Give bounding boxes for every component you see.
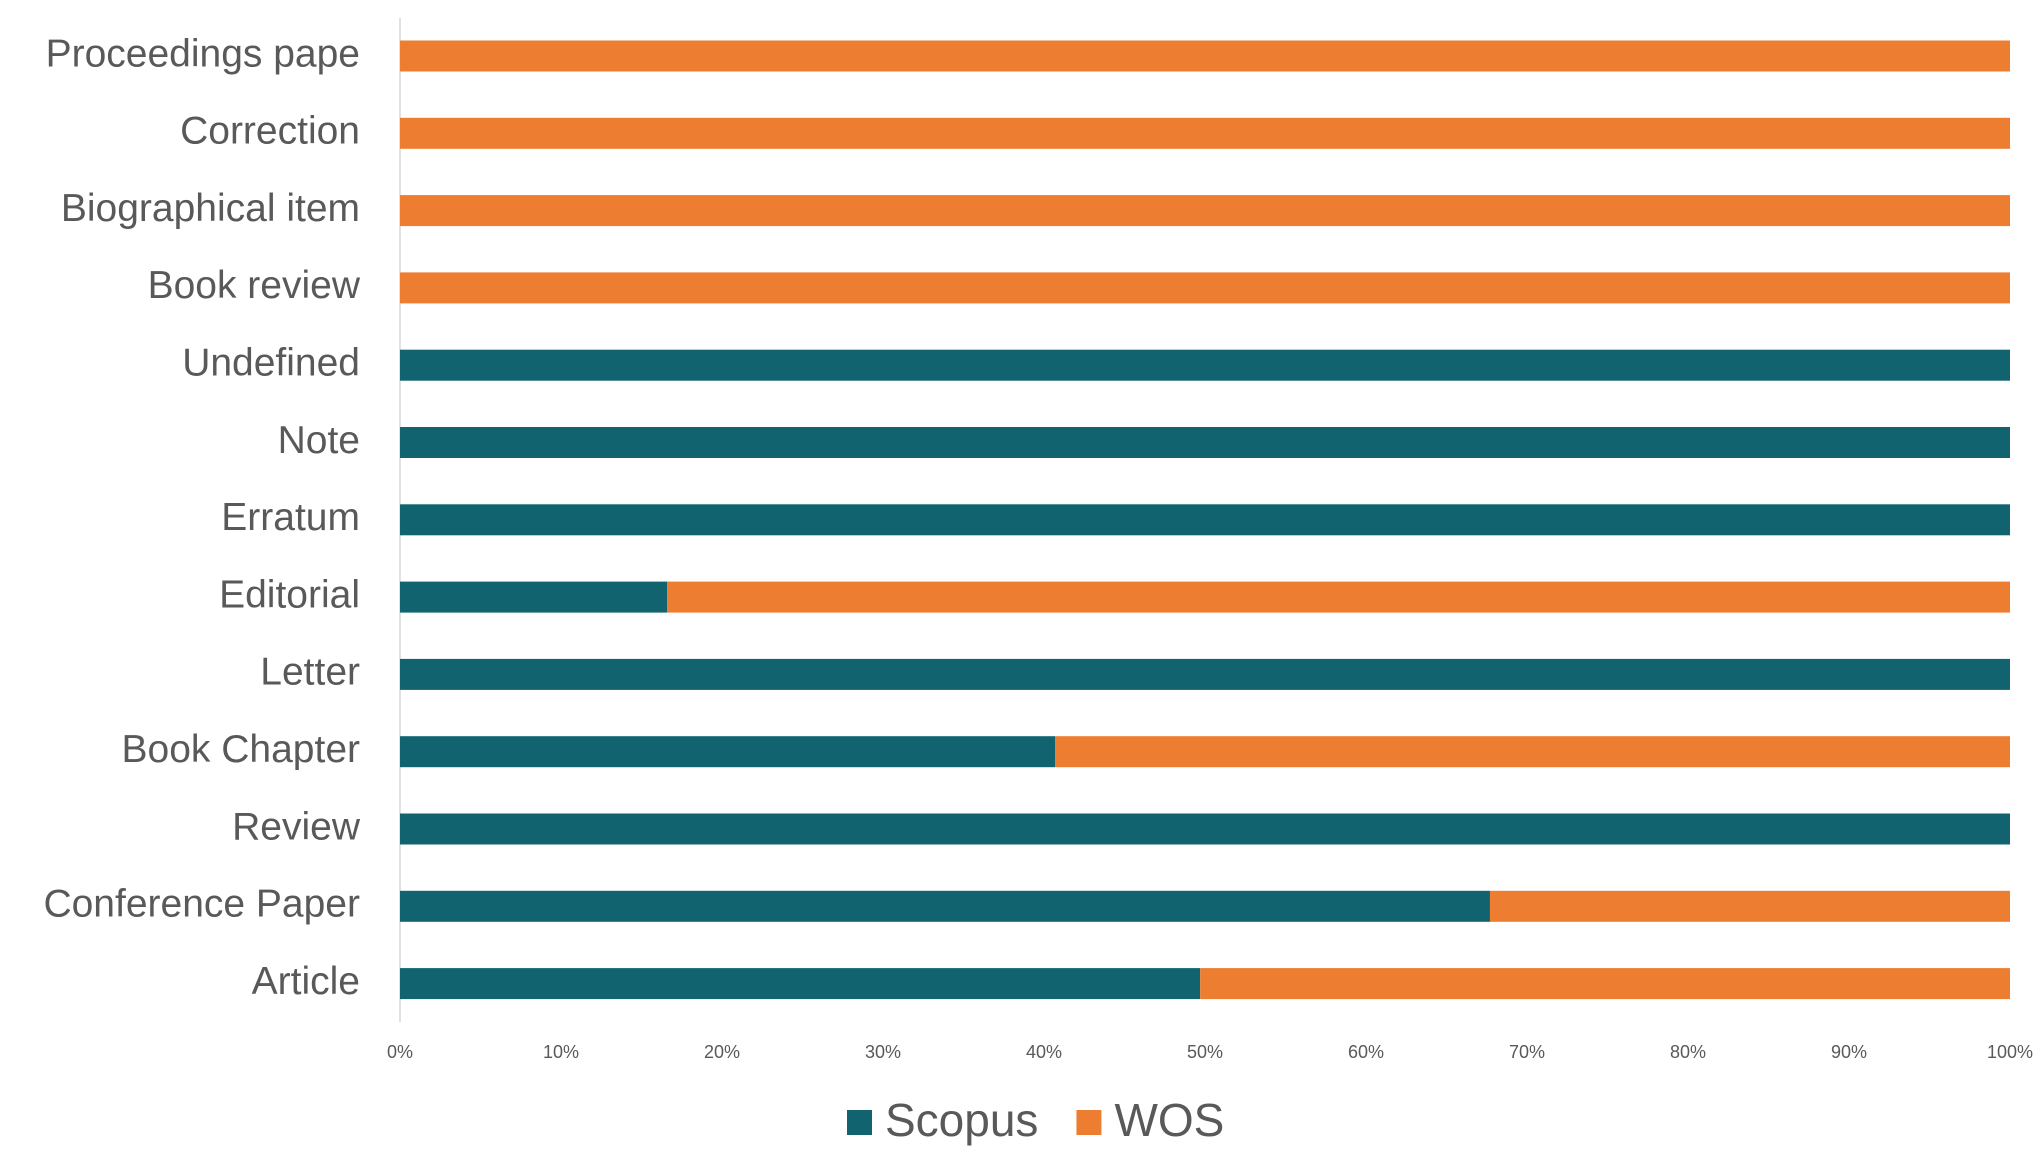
bar-segment: [400, 813, 2010, 845]
x-tick-label: 70%: [1509, 1042, 1545, 1062]
bar-segment: [1200, 968, 2010, 1000]
legend-swatch: [847, 1110, 872, 1135]
category-label: Erratum: [221, 496, 360, 539]
bar-segment: [400, 272, 2010, 304]
category-label: Conference Paper: [43, 883, 360, 926]
bar-segment: [667, 581, 2010, 613]
bar-segment: [400, 427, 2010, 458]
category-label: Article: [252, 960, 360, 1003]
bar-segment: [400, 968, 1201, 1000]
category-label: Note: [278, 419, 360, 462]
x-tick-label: 80%: [1670, 1042, 1706, 1062]
x-tick-label: 40%: [1026, 1042, 1062, 1062]
bar-segment: [400, 658, 2010, 690]
bar-segment: [400, 736, 1056, 768]
x-tick-label: 0%: [387, 1042, 413, 1062]
x-tick-label: 10%: [543, 1042, 579, 1062]
x-tick-label: 60%: [1348, 1042, 1384, 1062]
category-label: Proceedings pape: [46, 32, 360, 75]
legend-label: Scopus: [885, 1094, 1038, 1146]
bar-segment: [400, 890, 1490, 922]
category-label: Letter: [260, 651, 360, 694]
bar-segment: [400, 117, 2010, 149]
category-label: Book review: [148, 264, 361, 307]
category-label: Undefined: [182, 341, 360, 384]
legend-swatch: [1076, 1110, 1102, 1135]
legend-label: WOS: [1114, 1094, 1224, 1146]
bar-segment: [1055, 736, 2010, 768]
bar-segment: [1489, 890, 2010, 922]
x-tick-label: 50%: [1187, 1042, 1223, 1062]
category-label: Editorial: [219, 573, 360, 616]
category-label: Book Chapter: [122, 728, 360, 771]
x-tick-label: 20%: [704, 1042, 740, 1062]
x-tick-label: 30%: [865, 1042, 901, 1062]
x-tick-label: 90%: [1831, 1042, 1867, 1062]
bar-segment: [400, 349, 2010, 381]
x-tick-label: 100%: [1987, 1042, 2033, 1062]
category-label: Correction: [180, 110, 360, 153]
bar-segment: [400, 40, 2010, 72]
bar-segment: [400, 504, 2010, 536]
category-label: Review: [232, 805, 361, 848]
category-label: Biographical item: [61, 187, 360, 230]
bar-segment: [400, 195, 2010, 227]
bar-segment: [400, 581, 668, 613]
